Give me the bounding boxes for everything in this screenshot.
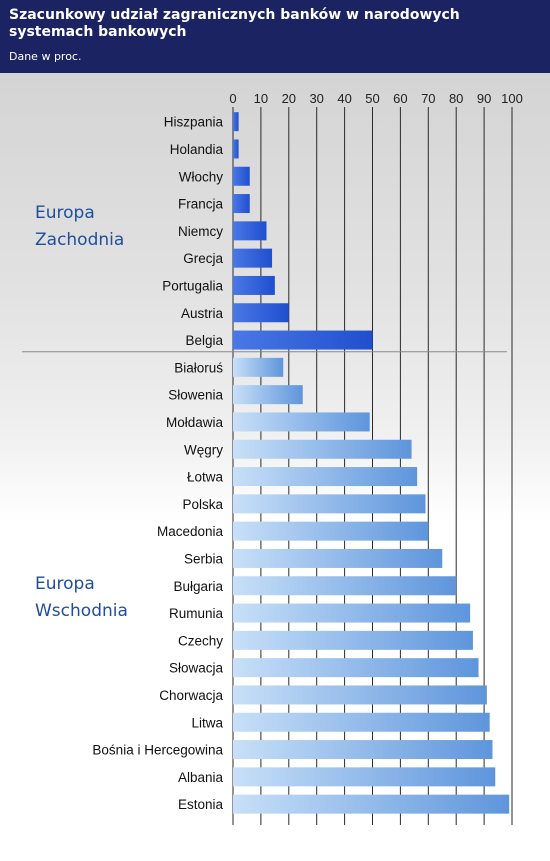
category-label: Estonia bbox=[178, 797, 224, 812]
group-label: Zachodnia bbox=[35, 230, 124, 250]
x-tick-label: 90 bbox=[477, 91, 491, 106]
bar bbox=[233, 767, 496, 787]
x-tick-label: 40 bbox=[337, 91, 351, 106]
category-label: Hiszpania bbox=[164, 115, 224, 130]
bar bbox=[233, 303, 289, 323]
category-label: Mołdawia bbox=[166, 415, 224, 430]
category-label: Białoruś bbox=[174, 360, 223, 375]
category-label: Włochy bbox=[179, 169, 224, 184]
category-label: Słowacja bbox=[169, 661, 224, 676]
category-label: Chorwacja bbox=[159, 688, 223, 703]
category-label: Bośnia i Hercegowina bbox=[92, 743, 223, 758]
group-label: Europa bbox=[35, 203, 95, 223]
category-label: Litwa bbox=[191, 715, 223, 730]
bar bbox=[233, 685, 487, 705]
chart-title: Szacunkowy udział zagranicznych banków w… bbox=[9, 7, 460, 40]
x-tick-label: 0 bbox=[229, 91, 236, 106]
category-label: Portugalia bbox=[162, 278, 223, 293]
category-label: Grecja bbox=[183, 251, 223, 266]
category-label: Słowenia bbox=[168, 388, 223, 403]
x-tick-label: 10 bbox=[254, 91, 268, 106]
category-label: Macedonia bbox=[157, 524, 224, 539]
category-label: Holandia bbox=[170, 142, 224, 157]
x-tick-label: 50 bbox=[365, 91, 379, 106]
bar bbox=[233, 248, 273, 268]
chart-subtitle: Dane w proc. bbox=[9, 50, 82, 63]
category-label: Belgia bbox=[185, 333, 223, 348]
category-label: Łotwa bbox=[187, 470, 224, 485]
bar bbox=[233, 139, 239, 159]
bar bbox=[233, 357, 284, 377]
bar bbox=[233, 603, 471, 623]
bar bbox=[233, 467, 418, 487]
category-label: Serbia bbox=[184, 551, 224, 566]
x-tick-label: 20 bbox=[282, 91, 296, 106]
group-label: Wschodnia bbox=[35, 601, 128, 621]
x-tick-label: 80 bbox=[449, 91, 463, 106]
category-label: Albania bbox=[178, 770, 224, 785]
category-label: Bułgaria bbox=[173, 579, 223, 594]
bar bbox=[233, 548, 443, 568]
x-tick-label: 30 bbox=[309, 91, 323, 106]
chart-header: Szacunkowy udział zagranicznych banków w… bbox=[0, 0, 550, 73]
category-label: Węgry bbox=[184, 442, 223, 457]
bar bbox=[233, 166, 250, 186]
bar bbox=[233, 658, 479, 678]
category-label: Czechy bbox=[178, 633, 223, 648]
group-label: Europa bbox=[35, 574, 95, 594]
x-tick-label: 100 bbox=[501, 91, 523, 106]
bar bbox=[233, 330, 373, 350]
bar bbox=[233, 576, 457, 596]
x-tick-label: 70 bbox=[421, 91, 435, 106]
bar bbox=[233, 712, 490, 732]
bar bbox=[233, 275, 275, 295]
category-label: Francja bbox=[178, 197, 224, 212]
category-label: Austria bbox=[181, 306, 224, 321]
bar bbox=[233, 521, 429, 541]
bar bbox=[233, 740, 493, 760]
bar bbox=[233, 794, 510, 814]
bar bbox=[233, 412, 370, 432]
bar bbox=[233, 439, 412, 459]
bar bbox=[233, 385, 303, 405]
category-label: Rumunia bbox=[169, 606, 224, 621]
category-label: Polska bbox=[182, 497, 223, 512]
bar bbox=[233, 221, 267, 241]
x-tick-label: 60 bbox=[393, 91, 407, 106]
bar bbox=[233, 194, 250, 214]
bar bbox=[233, 112, 239, 132]
bar bbox=[233, 494, 426, 514]
category-label: Niemcy bbox=[178, 224, 223, 239]
bar bbox=[233, 630, 473, 650]
